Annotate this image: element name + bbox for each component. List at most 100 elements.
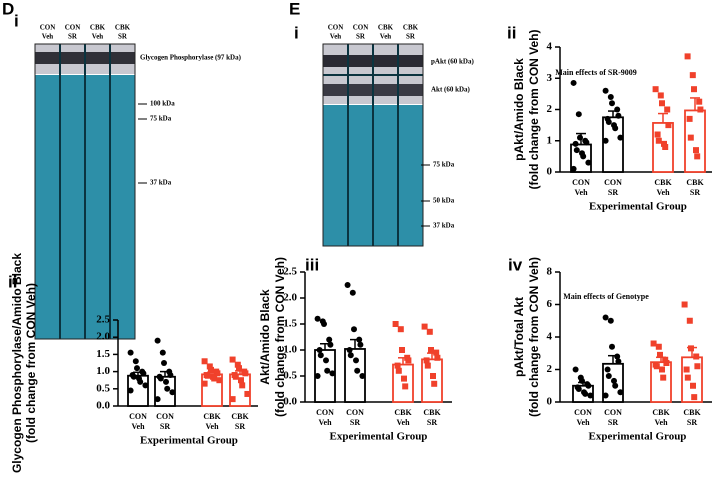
lane-label: CON	[65, 24, 81, 32]
data-point	[214, 370, 221, 377]
chart-title: Main effects of SR-9009	[555, 68, 637, 77]
blot-frame	[322, 43, 424, 247]
data-point	[154, 337, 161, 344]
data-point	[697, 106, 704, 113]
data-point	[582, 390, 589, 397]
data-point	[244, 390, 251, 397]
data-point	[681, 301, 688, 308]
y-tick-label: 2	[547, 103, 553, 115]
marker-label: 100 kDa	[150, 100, 175, 108]
x-tick-label: Veh	[654, 418, 668, 427]
data-point	[130, 373, 137, 380]
data-point	[134, 365, 140, 372]
y-axis-label: (fold change from CON Veh)	[24, 283, 38, 443]
x-axis-label: Experimental Group	[140, 435, 238, 447]
data-point	[234, 361, 241, 368]
lane-label: Veh	[330, 33, 342, 41]
data-point	[688, 345, 694, 352]
y-tick-label: 1.5	[96, 348, 110, 360]
data-point	[614, 106, 621, 113]
y-tick-label: 0.5	[283, 370, 297, 382]
lane-label: Veh	[42, 33, 54, 41]
data-point	[140, 370, 147, 377]
marker-label: 75 kDa	[150, 115, 172, 123]
data-point	[662, 356, 669, 363]
marker-label: 37 kDa	[150, 179, 172, 187]
data-point	[351, 326, 357, 333]
data-point	[602, 87, 609, 94]
data-point	[605, 119, 612, 125]
data-point	[652, 86, 659, 93]
lane-label: SR	[356, 33, 366, 41]
data-point	[201, 380, 208, 387]
x-tick-label: SR	[690, 188, 700, 197]
data-point	[572, 366, 579, 373]
data-point	[602, 137, 609, 144]
data-point	[686, 317, 693, 324]
data-point	[433, 349, 440, 356]
data-point	[428, 347, 434, 353]
data-point	[159, 349, 166, 356]
data-point	[163, 378, 169, 385]
data-point	[229, 356, 236, 363]
panel-letter: D	[2, 0, 14, 18]
lane-label: Veh	[92, 33, 104, 41]
lane-label: SR	[406, 33, 416, 41]
data-point	[607, 317, 614, 324]
data-point	[324, 367, 331, 374]
x-tick-label: SR	[427, 418, 437, 427]
data-point	[314, 315, 321, 322]
data-point	[164, 385, 171, 392]
data-point	[137, 378, 144, 385]
data-point	[661, 140, 667, 147]
data-point	[580, 153, 587, 160]
data-point	[573, 147, 580, 154]
data-point	[615, 358, 622, 365]
lane-label: CON	[328, 24, 344, 32]
x-tick-label: Veh	[396, 418, 410, 427]
data-point	[405, 357, 412, 364]
lane-label: CBK	[90, 24, 106, 32]
lane-label: CBK	[403, 24, 419, 32]
x-tick-label: CBK	[683, 408, 701, 417]
data-point	[211, 375, 218, 382]
panel-label: iv	[508, 255, 523, 274]
y-tick-label: 1.0	[283, 344, 297, 356]
lane-label: SR	[118, 33, 128, 41]
data-point	[201, 358, 208, 365]
x-tick-label: CBK	[203, 412, 221, 421]
data-point	[426, 328, 433, 335]
data-point	[693, 353, 700, 360]
y-tick-label: 4	[547, 41, 553, 53]
data-point	[572, 140, 579, 147]
data-point	[314, 373, 321, 379]
blot-d	[34, 43, 136, 340]
data-point	[242, 370, 249, 377]
data-point	[354, 367, 361, 374]
band-label: Akt (60 kDa)	[431, 86, 471, 94]
y-tick-label: 2.0	[96, 331, 110, 343]
y-axis-label: pAkt/Amido Black	[512, 58, 526, 161]
panel-label: i	[294, 23, 299, 42]
data-point	[575, 386, 582, 392]
data-point	[612, 125, 619, 132]
data-point	[696, 98, 703, 105]
data-point	[617, 389, 624, 396]
data-point	[612, 382, 619, 389]
data-point	[662, 144, 669, 150]
data-point	[607, 94, 614, 100]
data-point	[236, 365, 242, 372]
y-tick-label: 0.0	[96, 400, 110, 412]
y-tick-label: 4	[547, 331, 553, 343]
data-point	[357, 341, 364, 348]
data-point	[359, 373, 366, 379]
data-point	[326, 336, 333, 343]
data-point	[392, 321, 399, 327]
y-tick-label: 1	[547, 134, 553, 146]
data-point	[694, 363, 701, 370]
x-tick-label: CBK	[652, 408, 670, 417]
data-point	[323, 357, 329, 364]
data-point	[142, 382, 149, 389]
marker-label: 50 kDa	[433, 197, 455, 205]
panel-label: iii	[305, 255, 319, 274]
